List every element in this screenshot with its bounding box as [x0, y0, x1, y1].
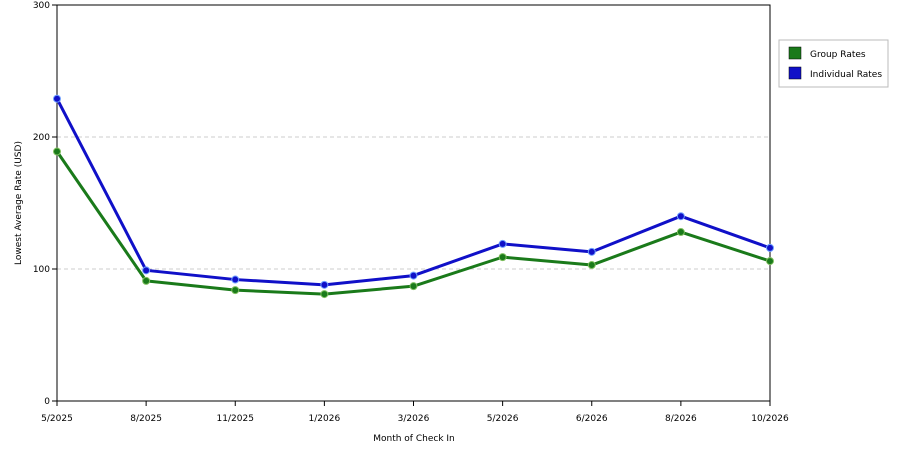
data-point-group-rates [231, 286, 240, 295]
grid-lines [57, 136, 770, 270]
data-point-group-rates [766, 257, 774, 266]
data-point-individual-rates [53, 94, 61, 103]
series-line-individual-rates [55, 98, 771, 287]
y-tick-label: 200 [33, 133, 50, 143]
x-tick-label: 8/2025 [130, 414, 162, 424]
data-point-group-rates [676, 228, 685, 237]
y-tick-label: 300 [33, 1, 50, 11]
x-tick-label: 10/2026 [751, 414, 789, 424]
x-axis: 5/2025 8/2025 11/2025 1/2026 3/2026 5/2026 6/2… [41, 401, 789, 424]
series-group [53, 94, 774, 299]
data-point-individual-rates [231, 275, 240, 284]
legend-swatch-individual-rates [788, 66, 802, 80]
data-point-individual-rates [766, 243, 774, 252]
data-point-individual-rates [498, 239, 507, 248]
x-tick-label: 8/2026 [665, 414, 697, 424]
data-point-group-rates [53, 147, 61, 156]
x-tick-label: 11/2025 [217, 414, 254, 424]
legend-swatch-group-rates [788, 46, 802, 60]
data-point-individual-rates [142, 266, 151, 275]
plot-area [56, 4, 771, 402]
data-point-group-rates [142, 276, 151, 285]
y-axis-title: Lowest Average Rate (USD) [14, 141, 24, 265]
data-point-individual-rates [409, 271, 418, 280]
data-point-individual-rates [587, 247, 596, 256]
legend: Group Rates Individual Rates [778, 39, 889, 88]
data-point-individual-rates [676, 212, 685, 221]
x-tick-label: 3/2026 [398, 414, 430, 424]
x-axis-title: Month of Check In [373, 434, 455, 444]
data-point-group-rates [498, 253, 507, 262]
legend-label-group-rates: Group Rates [810, 50, 866, 60]
x-tick-label: 1/2026 [309, 414, 341, 424]
data-point-group-rates [409, 282, 418, 291]
x-tick-label: 5/2026 [487, 414, 519, 424]
x-tick-label: 6/2026 [576, 414, 608, 424]
x-tick-label: 5/2025 [41, 414, 73, 424]
data-point-group-rates [587, 261, 596, 270]
legend-label-individual-rates: Individual Rates [810, 70, 882, 80]
y-tick-label: 100 [33, 265, 50, 275]
data-point-individual-rates [320, 280, 329, 289]
data-point-group-rates [320, 290, 329, 299]
y-axis: 0 100 200 300 [33, 1, 57, 407]
y-tick-label: 0 [44, 397, 50, 407]
